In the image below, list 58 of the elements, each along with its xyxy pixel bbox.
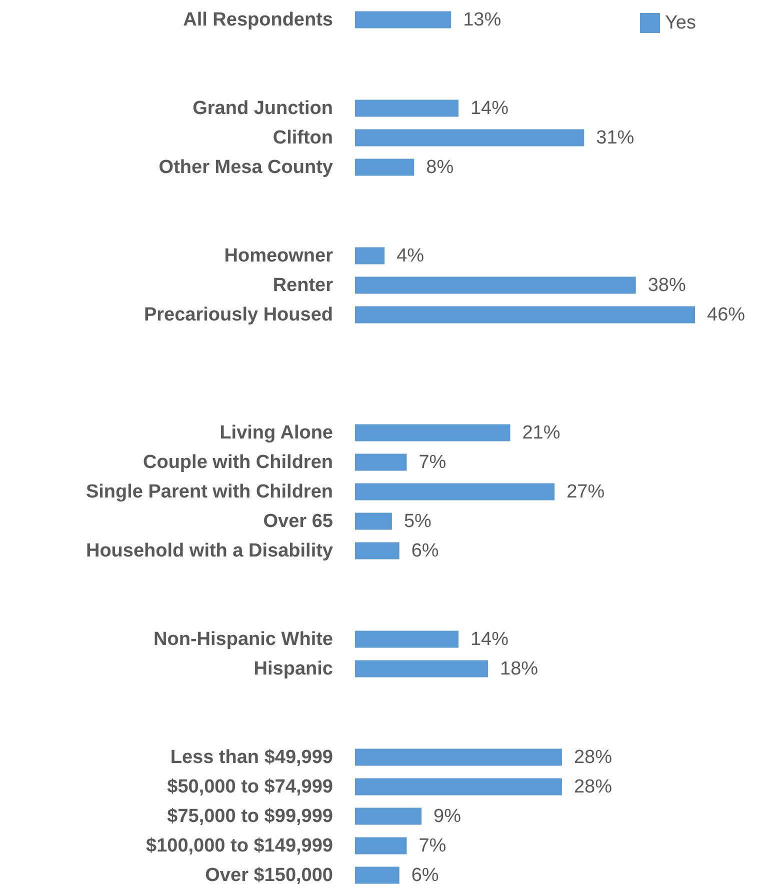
- y-tick-label: Clifton: [272, 127, 333, 148]
- data-label: 7%: [418, 452, 446, 473]
- bar: [355, 454, 407, 471]
- bar: [355, 512, 392, 530]
- y-tick-label: Couple with Children: [143, 452, 333, 473]
- bar: [355, 778, 562, 796]
- data-label: 14%: [470, 98, 509, 119]
- data-label: 5%: [404, 510, 432, 532]
- y-tick-label: $100,000 to $149,999: [146, 835, 333, 856]
- data-label: 18%: [500, 658, 538, 680]
- y-tick-label: Precariously Housed: [144, 304, 333, 326]
- y-tick-label: Household with a Disability: [86, 540, 334, 562]
- y-tick-label: Non-Hispanic White: [154, 628, 333, 650]
- y-tick-label: Single Parent with Children: [86, 481, 333, 502]
- data-label: 27%: [566, 481, 605, 502]
- y-tick-label: Over 65: [263, 510, 334, 532]
- y-tick-label: $50,000 to $74,999: [167, 776, 333, 798]
- data-label: 6%: [411, 540, 439, 562]
- bar: [355, 483, 555, 500]
- bar: [355, 247, 385, 264]
- y-tick-label: Hispanic: [254, 658, 334, 680]
- y-tick-label: Other Mesa County: [158, 156, 334, 178]
- data-label: 28%: [574, 746, 612, 768]
- data-label: 4%: [396, 245, 424, 266]
- data-label: 14%: [470, 628, 509, 650]
- data-label: 6%: [411, 864, 439, 886]
- data-label: 28%: [574, 776, 612, 798]
- data-label: 46%: [707, 304, 746, 326]
- bar: [355, 808, 422, 825]
- bar: [355, 306, 695, 324]
- y-tick-label: All Respondents: [183, 9, 333, 30]
- bar: [355, 424, 510, 442]
- bar: [355, 837, 407, 854]
- bar: [355, 660, 488, 678]
- bar: [355, 866, 400, 884]
- data-label: 7%: [418, 835, 446, 856]
- data-label: 9%: [434, 806, 462, 827]
- bar: [355, 129, 584, 146]
- y-tick-label: Over $150,000: [205, 864, 333, 886]
- legend-label: Yes: [665, 12, 696, 34]
- y-tick-label: Renter: [272, 274, 334, 296]
- data-label: 21%: [522, 422, 560, 444]
- bar: [355, 748, 562, 766]
- bar: [355, 542, 400, 560]
- bar: [355, 158, 414, 176]
- data-label: 38%: [648, 274, 686, 296]
- data-label: 13%: [463, 9, 502, 30]
- y-tick-label: Less than $49,999: [170, 746, 333, 768]
- data-label: 8%: [426, 156, 454, 178]
- y-tick-label: Living Alone: [220, 422, 333, 444]
- y-tick-label: Grand Junction: [192, 98, 333, 119]
- bar: [355, 11, 452, 28]
- data-label: 31%: [596, 127, 634, 148]
- bar: [355, 630, 458, 648]
- bar: [355, 276, 636, 294]
- y-tick-label: Homeowner: [224, 245, 334, 266]
- y-tick-label: $75,000 to $99,999: [167, 806, 333, 827]
- bar: [355, 100, 458, 117]
